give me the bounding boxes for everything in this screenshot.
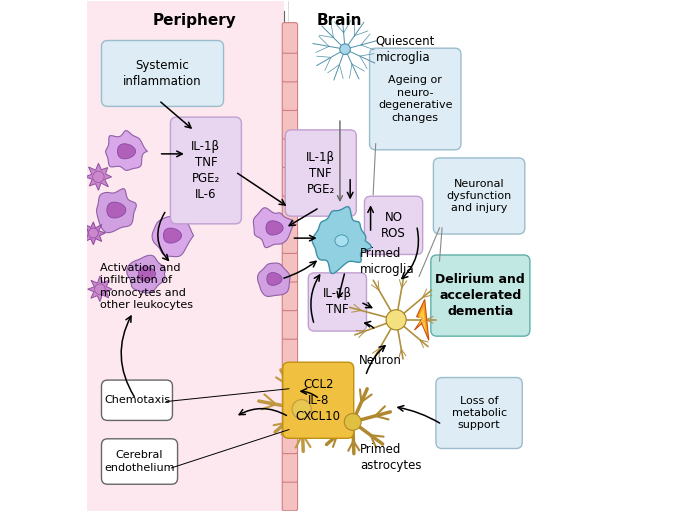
FancyBboxPatch shape [282, 251, 297, 282]
Circle shape [292, 400, 311, 419]
FancyBboxPatch shape [282, 194, 297, 225]
FancyBboxPatch shape [101, 439, 177, 484]
FancyBboxPatch shape [282, 337, 297, 368]
Text: Periphery: Periphery [153, 13, 236, 29]
Polygon shape [253, 208, 294, 248]
Polygon shape [117, 144, 136, 159]
Polygon shape [164, 228, 182, 243]
Text: Delirium and
accelerated
dementia: Delirium and accelerated dementia [436, 273, 525, 318]
Bar [87, 1, 284, 511]
Polygon shape [267, 272, 282, 285]
FancyBboxPatch shape [364, 196, 423, 254]
FancyBboxPatch shape [282, 280, 297, 311]
Text: Quiescent
microglia: Quiescent microglia [375, 35, 435, 63]
FancyBboxPatch shape [282, 51, 297, 82]
Text: IL-1β
TNF: IL-1β TNF [323, 287, 352, 316]
Text: Neuron: Neuron [360, 354, 402, 367]
Text: Cerebral
endothelium: Cerebral endothelium [104, 451, 175, 473]
Circle shape [92, 171, 104, 183]
Polygon shape [266, 221, 283, 235]
Text: Primed
astrocytes: Primed astrocytes [360, 443, 422, 472]
Polygon shape [417, 308, 426, 332]
Text: Systemic
inflammation: Systemic inflammation [123, 59, 202, 88]
FancyBboxPatch shape [370, 48, 461, 150]
FancyBboxPatch shape [282, 165, 297, 196]
Polygon shape [85, 163, 112, 190]
Text: Activation and
infiltration of
monocytes and
other leukocytes: Activation and infiltration of monocytes… [100, 263, 193, 310]
FancyBboxPatch shape [282, 80, 297, 111]
Polygon shape [105, 131, 147, 170]
Polygon shape [127, 255, 165, 293]
FancyBboxPatch shape [431, 255, 530, 336]
FancyBboxPatch shape [101, 40, 223, 106]
Text: NO
ROS: NO ROS [381, 211, 406, 240]
Ellipse shape [335, 235, 348, 246]
Text: IL-1β
TNF
PGE₂: IL-1β TNF PGE₂ [306, 151, 336, 196]
Text: Loss of
metabolic
support: Loss of metabolic support [451, 396, 507, 431]
Polygon shape [312, 206, 371, 273]
Text: CCL2
IL-8
CXCL10: CCL2 IL-8 CXCL10 [296, 378, 340, 423]
Circle shape [340, 44, 350, 54]
Polygon shape [82, 222, 105, 245]
Circle shape [345, 414, 361, 431]
Polygon shape [258, 263, 290, 296]
FancyBboxPatch shape [282, 137, 297, 167]
FancyBboxPatch shape [434, 158, 525, 234]
Polygon shape [138, 267, 155, 281]
Polygon shape [152, 217, 194, 257]
FancyBboxPatch shape [171, 117, 241, 224]
Polygon shape [88, 276, 112, 302]
FancyBboxPatch shape [282, 23, 297, 53]
Text: Ageing or
neuro-
degenerative
changes: Ageing or neuro- degenerative changes [378, 75, 453, 122]
FancyBboxPatch shape [286, 130, 356, 216]
Polygon shape [386, 310, 406, 330]
FancyBboxPatch shape [282, 223, 297, 253]
Circle shape [88, 228, 98, 238]
Text: Chemotaxis: Chemotaxis [104, 395, 170, 405]
Circle shape [95, 284, 105, 294]
FancyBboxPatch shape [282, 480, 297, 511]
Text: Neuronal
dysfunction
and injury: Neuronal dysfunction and injury [447, 179, 512, 214]
FancyBboxPatch shape [282, 452, 297, 482]
Text: Primed
microglia: Primed microglia [360, 247, 415, 275]
FancyBboxPatch shape [283, 362, 353, 438]
FancyBboxPatch shape [308, 273, 366, 331]
FancyBboxPatch shape [282, 423, 297, 454]
FancyBboxPatch shape [282, 394, 297, 425]
Text: IL-1β
TNF
PGE₂
IL-6: IL-1β TNF PGE₂ IL-6 [191, 140, 221, 201]
FancyBboxPatch shape [282, 109, 297, 139]
FancyBboxPatch shape [436, 377, 522, 449]
FancyBboxPatch shape [101, 380, 173, 420]
Polygon shape [97, 189, 136, 232]
Text: Brain: Brain [317, 13, 362, 29]
FancyBboxPatch shape [282, 309, 297, 339]
FancyBboxPatch shape [282, 366, 297, 396]
Polygon shape [414, 300, 429, 340]
Polygon shape [107, 202, 126, 218]
